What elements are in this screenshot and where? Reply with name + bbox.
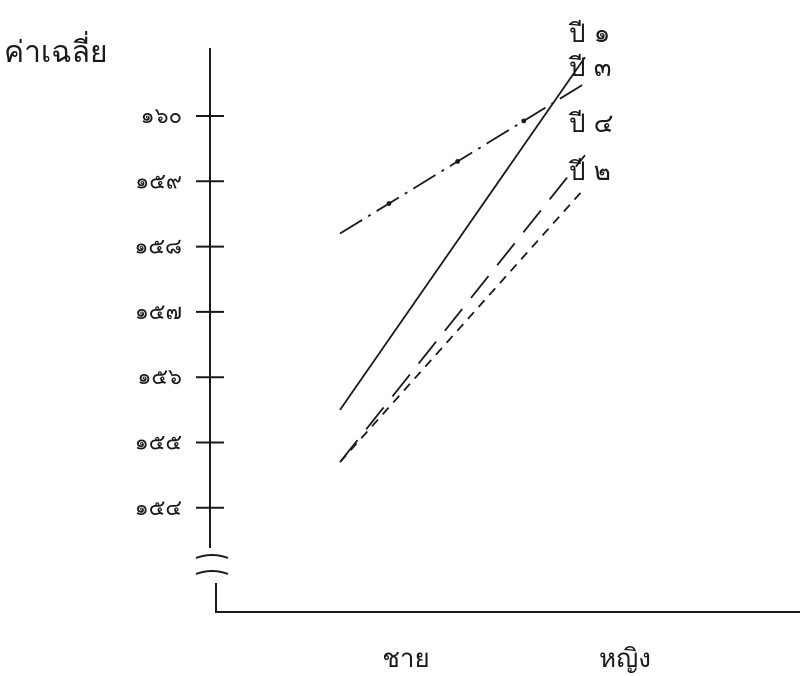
series-label: ปี ๔ bbox=[568, 109, 613, 139]
series-point bbox=[386, 201, 392, 206]
y-tick-label: ๑๕๘ bbox=[134, 235, 182, 260]
y-tick-label: ๑๕๗ bbox=[135, 300, 182, 325]
series-line bbox=[339, 187, 586, 463]
axis-break-mark-bottom bbox=[195, 570, 229, 575]
series-label: ปี ๒ bbox=[568, 157, 611, 187]
y-ticks: ๑๕๔ ๑๕๕ ๑๕๖ ๑๕๗ ๑๕๘ ๑๕๙ ๑๖๐ bbox=[134, 104, 224, 521]
y-tick-label: ๑๖๐ bbox=[141, 104, 182, 129]
y-tick-label: ๑๕๔ bbox=[135, 496, 182, 521]
series-group: ปี ๑ปี ๓ปี ๔ปี ๒ bbox=[339, 19, 613, 463]
x-categories: ชาย หญิง bbox=[382, 644, 651, 674]
series-line bbox=[339, 82, 586, 235]
y-tick-label: ๑๕๙ bbox=[135, 169, 182, 194]
axis-break-mark-top bbox=[195, 554, 229, 559]
series-label: ปี ๑ bbox=[568, 19, 610, 49]
series-line bbox=[339, 56, 586, 411]
series-line bbox=[339, 154, 586, 463]
x-category-label: ชาย bbox=[382, 644, 429, 674]
series-point bbox=[455, 159, 460, 164]
y-tick-label: ๑๕๖ bbox=[137, 365, 182, 390]
series-point bbox=[521, 118, 527, 124]
series-label: ปี ๓ bbox=[568, 53, 612, 83]
x-category-label: หญิง bbox=[599, 644, 651, 674]
y-tick-label: ๑๕๕ bbox=[135, 431, 182, 456]
y-axis-label: ค่าเฉลี่ย bbox=[4, 31, 108, 70]
